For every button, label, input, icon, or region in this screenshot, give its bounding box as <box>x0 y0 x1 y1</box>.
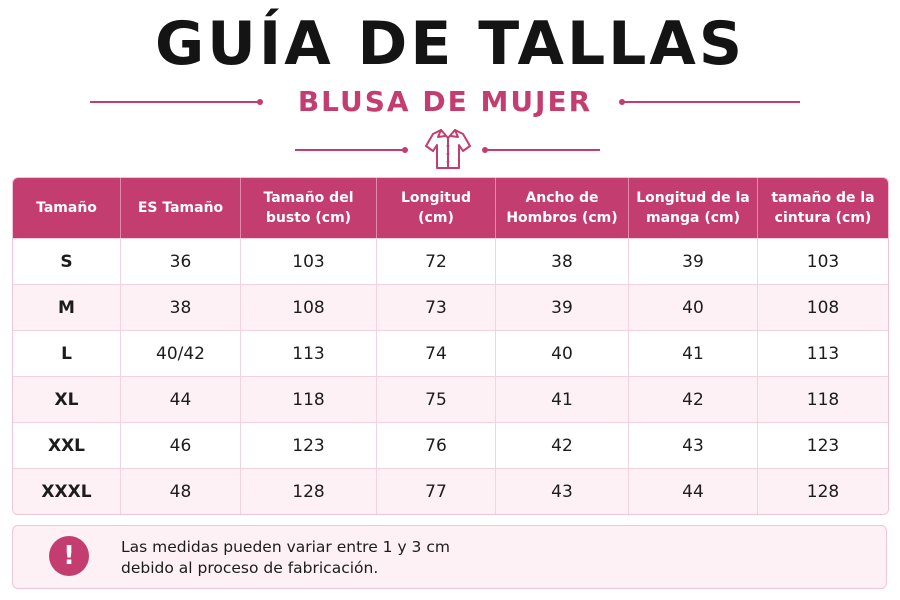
icon-left-divider <box>295 147 408 153</box>
table-cell: 118 <box>241 376 377 422</box>
notice-line-1: Las medidas pueden variar entre 1 y 3 cm <box>121 538 450 556</box>
table-cell: 42 <box>629 376 758 422</box>
blouse-icon <box>423 124 473 172</box>
table-cell: 46 <box>121 422 241 468</box>
table-row: L 40/42 113 74 40 41 113 <box>13 330 888 376</box>
right-divider <box>619 99 800 105</box>
size-cell: XXL <box>13 422 121 468</box>
table-cell: 48 <box>121 468 241 514</box>
table-row: S 36 103 72 38 39 103 <box>13 238 888 284</box>
table-cell: 43 <box>629 422 758 468</box>
size-cell: M <box>13 284 121 330</box>
table-row: M 38 108 73 39 40 108 <box>13 284 888 330</box>
divider-dot <box>482 147 488 153</box>
table-cell: 39 <box>629 238 758 284</box>
table-cell: 75 <box>377 376 496 422</box>
table-cell: 43 <box>496 468 629 514</box>
size-cell: XL <box>13 376 121 422</box>
table-row: XXXL 48 128 77 43 44 128 <box>13 468 888 514</box>
table-header-row: Tamaño ES Tamaño Tamaño del busto (cm) L… <box>13 178 888 238</box>
table-cell: 42 <box>496 422 629 468</box>
column-header: Longitud de la manga (cm) <box>629 178 758 238</box>
divider-dot <box>257 99 263 105</box>
table-cell: 36 <box>121 238 241 284</box>
column-header: Longitud (cm) <box>377 178 496 238</box>
size-cell: L <box>13 330 121 376</box>
table-cell: 44 <box>121 376 241 422</box>
notice-text: Las medidas pueden variar entre 1 y 3 cm… <box>121 537 450 579</box>
table-cell: 73 <box>377 284 496 330</box>
page-subtitle: BLUSA DE MUJER <box>297 85 593 118</box>
table-cell: 40/42 <box>121 330 241 376</box>
table-cell: 128 <box>241 468 377 514</box>
size-cell: XXXL <box>13 468 121 514</box>
table-cell: 41 <box>629 330 758 376</box>
table-cell: 76 <box>377 422 496 468</box>
table-cell: 113 <box>758 330 888 376</box>
column-header: Ancho de Hombros (cm) <box>496 178 629 238</box>
table-cell: 113 <box>241 330 377 376</box>
table-cell: 72 <box>377 238 496 284</box>
table-cell: 40 <box>496 330 629 376</box>
page-title: GUÍA DE TALLAS <box>154 9 746 79</box>
column-header: ES Tamaño <box>121 178 241 238</box>
column-header: tamaño de la cintura (cm) <box>758 178 888 238</box>
column-header: Tamaño del busto (cm) <box>241 178 377 238</box>
table-cell: 77 <box>377 468 496 514</box>
divider-dot <box>619 99 625 105</box>
table-cell: 103 <box>758 238 888 284</box>
icon-divider-row <box>295 124 600 172</box>
size-chart-table: Tamaño ES Tamaño Tamaño del busto (cm) L… <box>12 177 889 515</box>
size-cell: S <box>13 238 121 284</box>
table-cell: 123 <box>758 422 888 468</box>
exclamation-icon: ! <box>49 536 89 576</box>
column-header: Tamaño <box>13 178 121 238</box>
table-cell: 128 <box>758 468 888 514</box>
table-cell: 103 <box>241 238 377 284</box>
table-cell: 108 <box>758 284 888 330</box>
table-cell: 41 <box>496 376 629 422</box>
table-cell: 108 <box>241 284 377 330</box>
table-cell: 38 <box>496 238 629 284</box>
table-cell: 39 <box>496 284 629 330</box>
table-cell: 118 <box>758 376 888 422</box>
table-cell: 74 <box>377 330 496 376</box>
notice-line-2: debido al proceso de fabricación. <box>121 559 379 577</box>
icon-right-divider <box>482 147 600 153</box>
table-row: XL 44 118 75 41 42 118 <box>13 376 888 422</box>
table-cell: 40 <box>629 284 758 330</box>
table-cell: 44 <box>629 468 758 514</box>
subtitle-row: BLUSA DE MUJER <box>90 82 800 122</box>
table-cell: 38 <box>121 284 241 330</box>
left-divider <box>90 99 263 105</box>
table-row: XXL 46 123 76 42 43 123 <box>13 422 888 468</box>
table-cell: 123 <box>241 422 377 468</box>
divider-dot <box>402 147 408 153</box>
notice-box: ! Las medidas pueden variar entre 1 y 3 … <box>12 525 887 589</box>
